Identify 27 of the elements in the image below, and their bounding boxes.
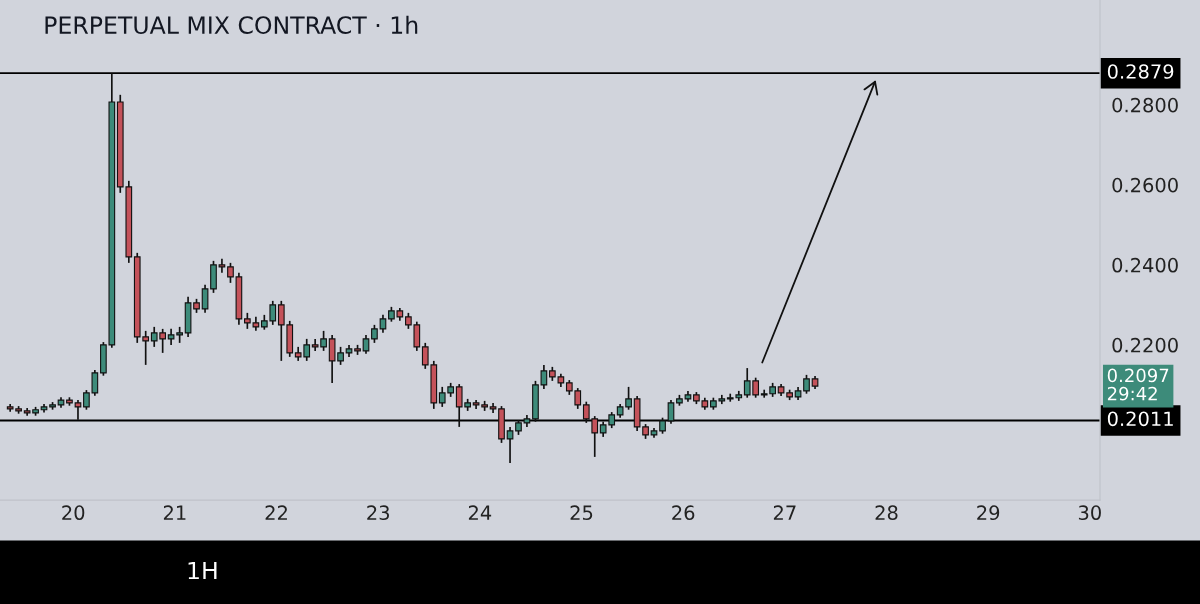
x-tick-label: 27 (773, 505, 796, 520)
candlestick (362, 334, 370, 355)
ref-line-label: 0.2011 (1107, 411, 1173, 427)
y-tick-label: 0.2400 (1112, 257, 1178, 273)
y-tick-label: 0.2600 (1112, 177, 1178, 193)
candlestick (667, 399, 675, 425)
candlestick (74, 399, 82, 421)
x-tick-label: 22 (265, 505, 287, 520)
x-tick-label: 29 (977, 505, 1000, 521)
y-tick-label: 0.2800 (1112, 97, 1178, 113)
text: 0.2097 (1107, 368, 1169, 383)
x-tick-label: 21 (163, 505, 186, 520)
x-tick-label: 20 (62, 505, 85, 521)
x-tick-label: 30 (1078, 505, 1101, 521)
ref-line-label: 0.2879 (1107, 64, 1174, 79)
candlestick (506, 426, 514, 464)
text: 1H (188, 561, 217, 580)
text: 29:42 (1107, 386, 1157, 401)
candlestick (371, 324, 378, 344)
x-tick-label: 26 (672, 505, 695, 521)
y-tick-label: 0.2200 (1112, 337, 1178, 353)
x-tick-label: 24 (468, 505, 492, 520)
x-tick-label: 23 (367, 505, 389, 521)
x-tick-label: 28 (875, 505, 898, 521)
x-tick-label: 25 (570, 505, 593, 521)
candlestick (379, 314, 387, 334)
text: PERPETUAL MIX CONTRACT · 1h (45, 15, 418, 35)
